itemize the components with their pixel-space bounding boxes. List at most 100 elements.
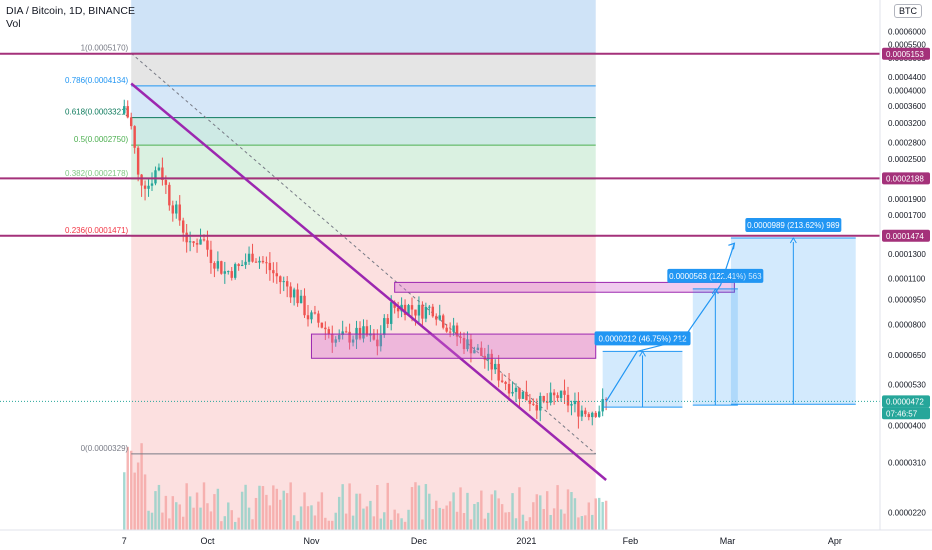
candle-body: [265, 262, 268, 264]
candle-body: [303, 295, 306, 316]
price-tick-label: 0.0000800: [888, 321, 926, 330]
candle-body: [511, 391, 514, 394]
candle-body: [584, 410, 587, 415]
volume-bar: [171, 496, 175, 530]
volume-bar: [157, 484, 161, 530]
volume-bar: [535, 494, 539, 530]
candle-body: [521, 391, 525, 399]
volume-bar: [247, 507, 251, 530]
volume-bar: [580, 516, 584, 530]
candle-body: [220, 261, 223, 274]
volume-bar: [514, 518, 518, 530]
candle-body: [379, 334, 383, 347]
candle-body: [480, 347, 483, 356]
fib-label: 0.5(0.0002750): [74, 135, 129, 144]
volume-bar: [452, 492, 455, 530]
volume-bar: [365, 506, 369, 530]
price-tick-label: 0.0005500: [888, 40, 926, 49]
candle-body: [143, 185, 147, 189]
candle-body: [320, 322, 324, 328]
candle-body: [195, 243, 199, 245]
candle-body: [202, 239, 206, 241]
time-tick-label: Oct: [200, 536, 215, 546]
volume-bar: [462, 513, 466, 530]
volume-bar: [327, 520, 331, 530]
price-tick-label: 0.0002800: [888, 138, 926, 147]
time-tick-label: 7: [122, 536, 127, 546]
price-tick-label: 0.0004000: [888, 87, 926, 96]
volume-bar: [424, 484, 428, 530]
volume-bar: [552, 508, 556, 530]
price-tick-label: 0.0000220: [888, 508, 926, 517]
volume-bar: [237, 517, 240, 530]
candle-body: [168, 184, 171, 206]
volume-bar: [133, 472, 136, 530]
volume-bar: [441, 508, 445, 530]
fib-band: [131, 179, 596, 237]
time-tick-label: Dec: [411, 536, 428, 546]
volume-bar: [126, 446, 129, 530]
price-tick-label: 0.0000530: [888, 381, 926, 390]
target-label: 0.0000563 (122.41%) 563: [669, 272, 762, 281]
volume-bar: [587, 502, 591, 530]
candle-body: [247, 253, 251, 262]
volume-bar: [292, 515, 296, 530]
time-tick-label: Apr: [828, 536, 842, 546]
volume-bar: [244, 484, 247, 530]
candle-body: [372, 333, 376, 340]
candle-body: [407, 305, 410, 315]
candle-body: [542, 395, 545, 402]
volume-bar: [566, 489, 570, 530]
candle-body: [428, 306, 431, 308]
price-tick-label: 0.0002500: [888, 155, 926, 164]
volume-bar: [417, 485, 421, 530]
volume-bar: [341, 484, 344, 530]
time-tick-label: Nov: [303, 536, 320, 546]
candle-body: [237, 264, 240, 267]
volume-bar: [369, 500, 372, 530]
candle-body: [473, 350, 476, 354]
candle-body: [268, 262, 272, 271]
volume-bar: [206, 503, 209, 530]
candle-body: [306, 315, 310, 320]
candle-body: [414, 309, 417, 316]
candle-body: [490, 353, 493, 370]
volume-bar: [493, 490, 497, 530]
candle-body: [313, 312, 317, 314]
price-badge: [882, 47, 930, 60]
price-tick-label: 0.0003600: [888, 102, 926, 111]
volume-bar: [143, 474, 147, 530]
volume-bar: [556, 485, 559, 530]
target-label-bg: [667, 268, 764, 283]
volume-bar: [296, 521, 299, 530]
volume-bar: [202, 482, 206, 530]
fib-top-band: [131, 0, 596, 54]
volume-bar: [507, 512, 511, 530]
candle-body: [597, 411, 601, 417]
candle-body: [417, 304, 421, 316]
candle-body: [230, 271, 233, 278]
currency-button[interactable]: BTC: [894, 4, 922, 18]
candle-body: [324, 327, 327, 330]
volume-bar: [310, 505, 313, 530]
volume-bar: [272, 485, 275, 530]
candle-body: [223, 271, 227, 274]
candle-body: [275, 273, 279, 277]
candle-body: [410, 305, 414, 310]
candle-body: [573, 401, 577, 405]
candle-body: [448, 331, 452, 333]
fib-band: [131, 53, 596, 86]
candle-body: [376, 339, 379, 347]
candle-body: [175, 204, 178, 214]
volume-bar: [313, 515, 317, 530]
volume-bar: [275, 488, 279, 530]
candle-body: [383, 318, 386, 335]
candle-body: [199, 239, 202, 245]
fib-label: 0.786(0.0004134): [65, 76, 129, 85]
candle-body: [580, 410, 584, 417]
volume-bar: [466, 492, 469, 530]
volume-bar: [140, 443, 143, 530]
price-tick-label: 0.0003200: [888, 119, 926, 128]
